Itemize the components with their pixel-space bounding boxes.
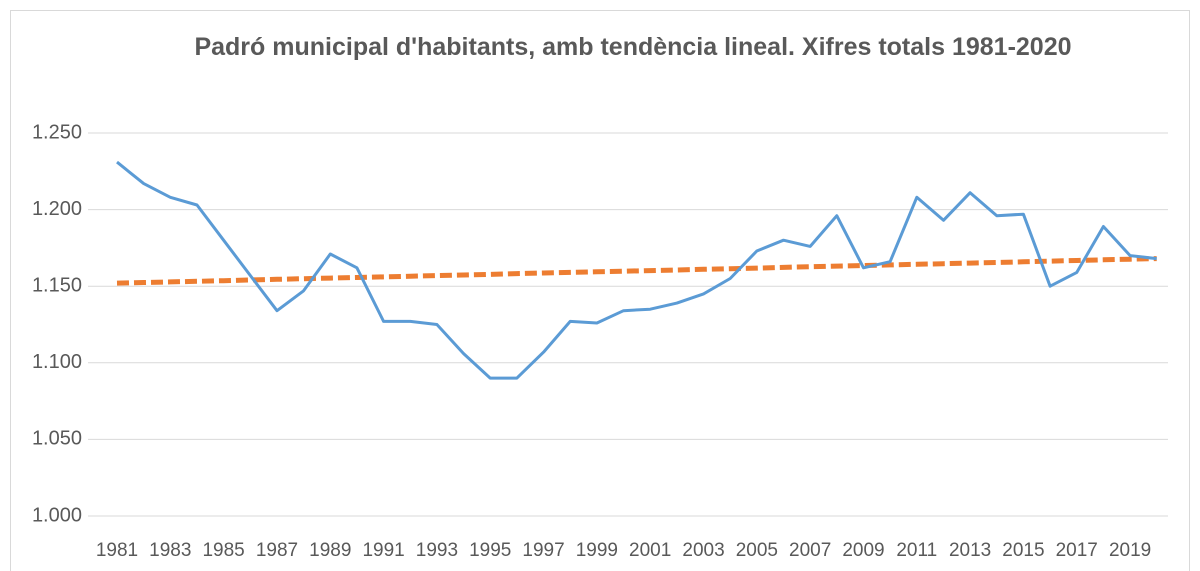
x-tick-label: 2009 [842, 540, 884, 561]
y-tick-label: 1.200 [32, 198, 82, 220]
x-tick-label: 1987 [256, 540, 298, 561]
x-tick-label: 1991 [362, 540, 404, 561]
x-tick-label: 2003 [682, 540, 724, 561]
x-tick-label: 1999 [576, 540, 618, 561]
x-tick-label: 2019 [1109, 540, 1151, 561]
trend-line [116, 256, 1157, 286]
x-tick-label: 2007 [789, 540, 831, 561]
x-tick-label: 1983 [149, 540, 191, 561]
y-tick-label: 1.100 [32, 351, 82, 373]
x-tick-label: 1997 [522, 540, 564, 561]
x-tick-label: 2001 [629, 540, 671, 561]
chart-title: Padró municipal d'habitants, amb tendènc… [194, 33, 1072, 61]
y-tick-label: 1.000 [32, 504, 82, 526]
x-tick-label: 1989 [309, 540, 351, 561]
x-tick-label: 2015 [1002, 540, 1044, 561]
x-tick-label: 2013 [949, 540, 991, 561]
x-tick-label: 1985 [202, 540, 244, 561]
x-tick-label: 1981 [96, 540, 138, 561]
x-tick-label: 1995 [469, 540, 511, 561]
x-tick-label: 2017 [1056, 540, 1098, 561]
chart-border [10, 10, 1190, 571]
x-tick-label: 2005 [736, 540, 778, 561]
x-tick-label: 1993 [416, 540, 458, 561]
x-tick-label: 2011 [896, 540, 937, 561]
y-tick-label: 1.250 [32, 121, 82, 143]
y-tick-label: 1.050 [32, 428, 82, 450]
y-tick-label: 1.150 [32, 274, 82, 296]
data-line [116, 160, 1157, 380]
